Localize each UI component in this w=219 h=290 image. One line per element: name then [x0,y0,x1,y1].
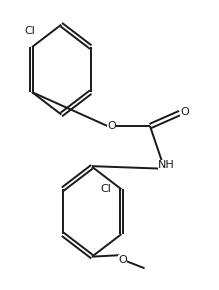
Text: Cl: Cl [101,184,111,194]
Text: NH: NH [158,160,175,170]
Text: O: O [118,255,127,264]
Text: O: O [107,121,116,131]
Text: Cl: Cl [24,26,35,36]
Text: O: O [180,107,189,117]
